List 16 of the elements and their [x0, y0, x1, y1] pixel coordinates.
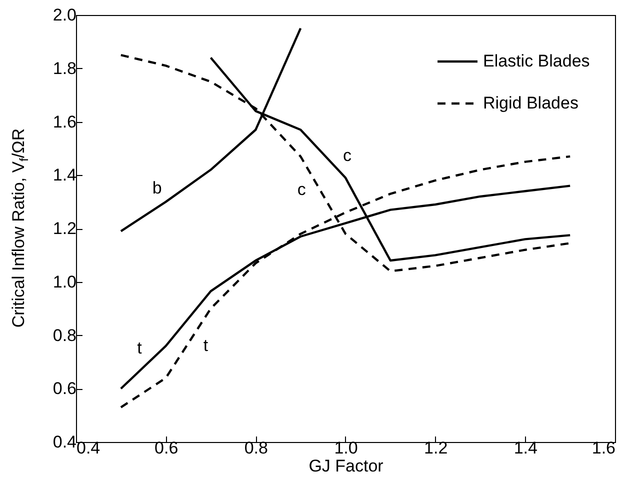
y-tick-label: 0.8 [52, 326, 76, 345]
y-tick-label: 1.4 [52, 166, 76, 185]
y-tick-label: 1.2 [52, 219, 76, 238]
y-tick-label: 2.0 [52, 6, 76, 24]
annotation: c [343, 146, 352, 166]
annotation: c [297, 180, 306, 199]
y-tick-label: 1.0 [52, 272, 76, 292]
annotation: t [203, 336, 208, 355]
x-axis-title: GJ Factor [308, 456, 384, 476]
annotation: b [152, 178, 162, 198]
legend-label: Elastic Blades [483, 52, 590, 70]
y-tick-label: 0.6 [52, 379, 76, 398]
legend-label: Rigid Blades [483, 94, 578, 112]
y-tick-label: 1.8 [52, 58, 76, 78]
annotation: t [137, 338, 142, 358]
y-tick-label: 1.6 [52, 112, 76, 132]
